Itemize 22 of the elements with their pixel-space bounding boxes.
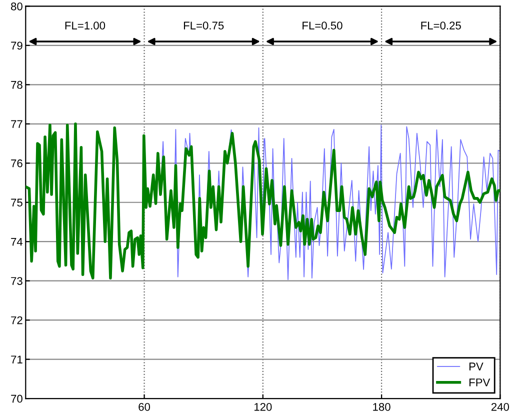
legend-label: FPV [469, 378, 490, 386]
y-tick-label: 71 [11, 356, 22, 364]
x-tick-label: 60 [138, 403, 150, 411]
y-tick-label: 80 [10, 2, 22, 10]
y-tick-label: 70 [11, 394, 22, 403]
y-tick-label: 79 [11, 42, 22, 50]
line-series [26, 122, 500, 280]
y-tick-label: 77 [11, 120, 22, 128]
legend-label: PV [469, 362, 484, 370]
y-tick-label: 76 [11, 159, 22, 168]
annotation: FL=0.25 [421, 22, 461, 30]
x-tick-label: 240 [491, 403, 510, 411]
annotation: FL=0.75 [184, 22, 224, 30]
annotation: FL=0.50 [302, 22, 342, 30]
y-tick-label: 75 [11, 198, 22, 207]
x-tick-label: 120 [254, 403, 272, 411]
annotation: FL=1.00 [65, 22, 106, 30]
y-tick-label: 78 [11, 80, 22, 89]
y-tick-label: 72 [11, 316, 22, 324]
y-tick-label: 73 [11, 277, 22, 285]
x-tick-label: 180 [373, 403, 390, 411]
y-tick-label: 74 [11, 238, 23, 246]
